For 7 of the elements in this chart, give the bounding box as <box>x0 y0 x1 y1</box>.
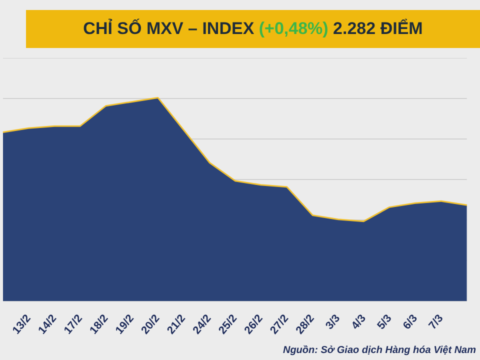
chart-title: CHỈ SỐ MXV – INDEX (+0,48%) 2.282 ĐIỂM <box>83 19 423 38</box>
text: Nguồn: Sở Giao dịch Hàng hóa Việt Nam <box>282 345 476 356</box>
x-tick-label: 4/3 <box>349 312 368 332</box>
x-tick-label: 6/3 <box>400 312 420 332</box>
x-tick-label: 3/3 <box>324 312 343 332</box>
x-tick-label: 5/3 <box>375 312 394 332</box>
x-tick-label: 7/3 <box>426 312 446 332</box>
